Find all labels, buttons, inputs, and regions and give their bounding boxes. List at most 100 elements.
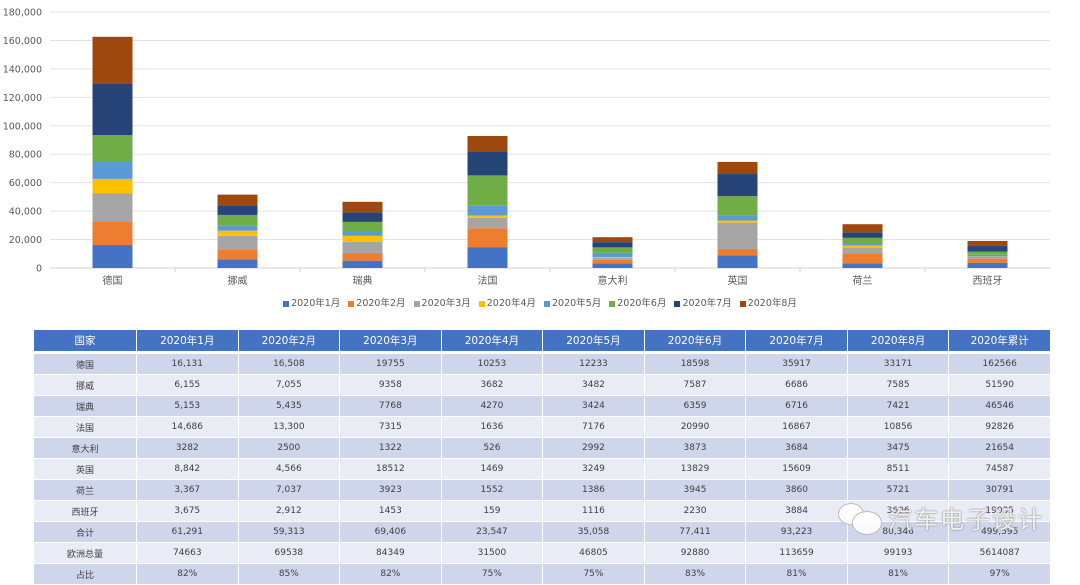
table-cell: 16,508 bbox=[238, 353, 340, 375]
table-cell: 18598 bbox=[644, 353, 746, 375]
legend-label: 2020年6月 bbox=[617, 298, 666, 309]
table-cell: 93,223 bbox=[746, 522, 848, 543]
x-tick-label: 挪威 bbox=[228, 274, 248, 287]
table-cell: 2,912 bbox=[238, 501, 340, 522]
table-cell: 西班牙 bbox=[34, 501, 137, 522]
bar-segment bbox=[343, 222, 383, 231]
legend-item: 2020年3月 bbox=[414, 295, 471, 309]
bar-segment bbox=[593, 260, 633, 264]
table-cell: 81% bbox=[847, 564, 949, 585]
bar-stack bbox=[343, 202, 383, 268]
bar-segment bbox=[343, 261, 383, 268]
table-cell: 33171 bbox=[847, 353, 949, 375]
bar-stack bbox=[468, 136, 508, 268]
table-cell: 75% bbox=[441, 564, 543, 585]
table-cell: 1386 bbox=[543, 480, 645, 501]
table-cell: 5,435 bbox=[238, 396, 340, 417]
bar-segment bbox=[718, 249, 758, 255]
table-cell: 3424 bbox=[543, 396, 645, 417]
legend-label: 2020年4月 bbox=[487, 298, 536, 309]
bar-segment bbox=[93, 37, 133, 84]
table-cell: 8511 bbox=[847, 459, 949, 480]
x-tick-label: 瑞典 bbox=[353, 274, 373, 287]
table-cell: 7176 bbox=[543, 417, 645, 438]
y-tick-label: 0 bbox=[36, 264, 42, 275]
table-cell: 526 bbox=[441, 438, 543, 459]
table-cell: 瑞典 bbox=[34, 396, 137, 417]
legend-swatch bbox=[674, 301, 680, 307]
table-cell: 德国 bbox=[34, 353, 137, 375]
y-tick-label: 100,000 bbox=[3, 121, 42, 132]
y-tick-label: 60,000 bbox=[9, 178, 42, 189]
y-tick-label: 120,000 bbox=[3, 93, 42, 104]
table-cell: 3884 bbox=[746, 501, 848, 522]
legend-item: 2020年7月 bbox=[674, 295, 731, 309]
table-cell: 7315 bbox=[340, 417, 442, 438]
table-cell: 74587 bbox=[949, 459, 1051, 480]
table-cell: 1636 bbox=[441, 417, 543, 438]
table-cell: 4,566 bbox=[238, 459, 340, 480]
bar-segment bbox=[218, 259, 258, 268]
bar-segment bbox=[218, 205, 258, 215]
table-cell: 85% bbox=[238, 564, 340, 585]
x-tick-label: 德国 bbox=[103, 274, 123, 287]
legend-item: 2020年8月 bbox=[740, 295, 797, 309]
table-header-cell: 2020年3月 bbox=[340, 330, 442, 353]
y-tick-label: 180,000 bbox=[3, 8, 42, 19]
table-cell: 97% bbox=[949, 564, 1051, 585]
table-cell: 法国 bbox=[34, 417, 137, 438]
bar-segment bbox=[93, 222, 133, 245]
table-cell: 3,367 bbox=[137, 480, 239, 501]
legend-item: 2020年1月 bbox=[283, 295, 340, 309]
bar-segment bbox=[718, 221, 758, 223]
watermark: 汽车电子设计 bbox=[838, 500, 1044, 535]
x-tick-label: 西班牙 bbox=[973, 275, 1003, 287]
bar-segment bbox=[343, 231, 383, 236]
table-cell: 13829 bbox=[644, 459, 746, 480]
y-axis-ticks: 020,00040,00060,00080,000100,000120,0001… bbox=[3, 8, 42, 275]
legend-label: 2020年1月 bbox=[291, 298, 340, 309]
table-cell: 4270 bbox=[441, 396, 543, 417]
table-cell: 159 bbox=[441, 501, 543, 522]
bar-segment bbox=[968, 263, 1008, 268]
table-cell: 3945 bbox=[644, 480, 746, 501]
table-cell: 16867 bbox=[746, 417, 848, 438]
table-cell: 61,291 bbox=[137, 522, 239, 543]
table-cell: 75% bbox=[543, 564, 645, 585]
bar-stack bbox=[93, 37, 133, 268]
bar-segment bbox=[718, 174, 758, 196]
legend-swatch bbox=[283, 301, 289, 307]
bar-segment bbox=[593, 237, 633, 242]
table-header-cell: 2020年6月 bbox=[644, 330, 746, 353]
bar-segment bbox=[218, 226, 258, 231]
bar-segment bbox=[718, 216, 758, 221]
bar-segment bbox=[93, 193, 133, 221]
bar-stack bbox=[593, 237, 633, 268]
wechat-icon bbox=[838, 501, 882, 535]
table-cell: 5614087 bbox=[949, 543, 1051, 564]
x-axis-ticks: 德国挪威瑞典法国意大利英国荷兰西班牙 bbox=[103, 268, 1003, 287]
table-cell: 46546 bbox=[949, 396, 1051, 417]
table-cell: 3,675 bbox=[137, 501, 239, 522]
table-cell: 82% bbox=[340, 564, 442, 585]
table-cell: 5,153 bbox=[137, 396, 239, 417]
bar-segment bbox=[593, 242, 633, 247]
legend-label: 2020年3月 bbox=[422, 298, 471, 309]
table-cell: 欧洲总量 bbox=[34, 543, 137, 564]
bar-segment bbox=[93, 84, 133, 135]
table-cell: 51590 bbox=[949, 375, 1051, 396]
table-cell: 3923 bbox=[340, 480, 442, 501]
table-cell: 46805 bbox=[543, 543, 645, 564]
stacked-bar-chart: 020,00040,00060,00080,000100,000120,0001… bbox=[0, 0, 1080, 320]
table-cell: 92826 bbox=[949, 417, 1051, 438]
legend-swatch bbox=[348, 301, 354, 307]
x-tick-label: 英国 bbox=[728, 274, 748, 287]
table-cell: 3475 bbox=[847, 438, 949, 459]
table-cell: 19755 bbox=[340, 353, 442, 375]
table-cell: 8,842 bbox=[137, 459, 239, 480]
bar-stack bbox=[843, 224, 883, 268]
table-cell: 9358 bbox=[340, 375, 442, 396]
table-cell: 5721 bbox=[847, 480, 949, 501]
